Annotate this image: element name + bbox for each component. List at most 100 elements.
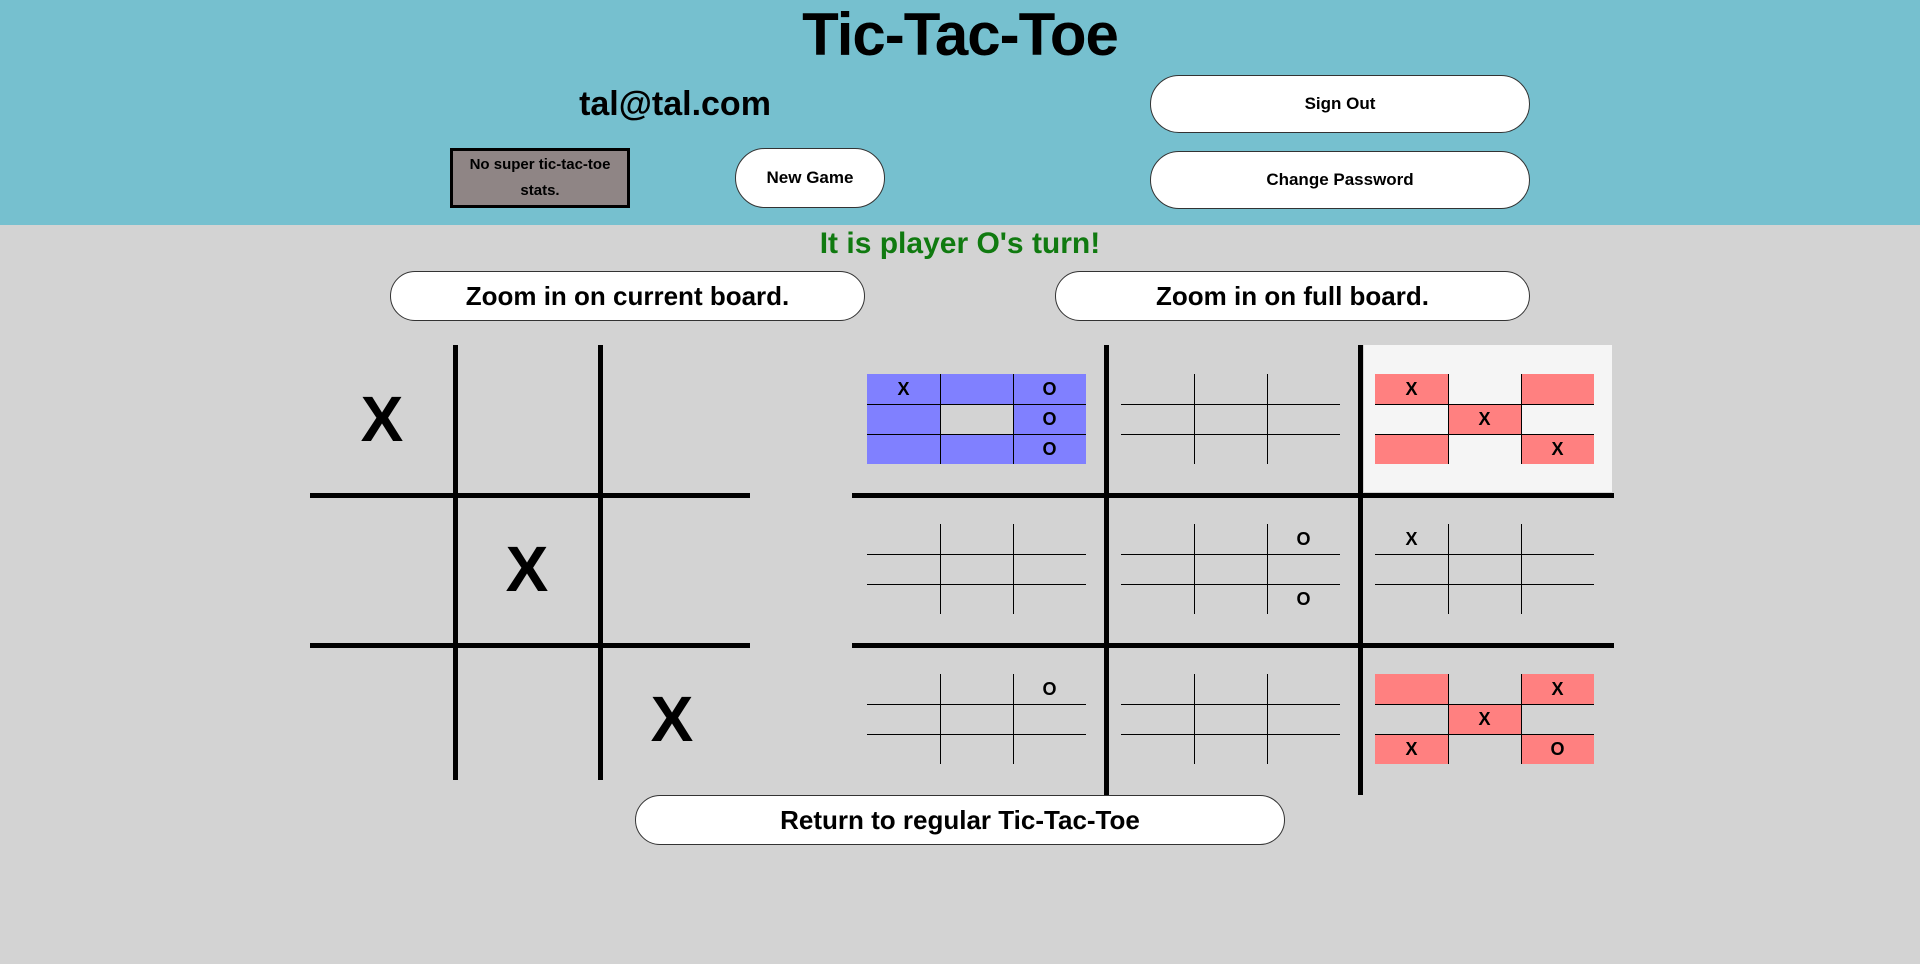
small-board-cell[interactable] [867,554,940,584]
sign-out-button[interactable]: Sign Out [1150,75,1530,133]
small-board-cell[interactable] [1194,734,1267,764]
small-board-cell[interactable] [1013,524,1086,554]
small-board-cell[interactable] [1375,584,1448,614]
small-board-cell[interactable]: O [1296,529,1311,549]
small-board-cell[interactable] [940,584,1013,614]
small-board-cell[interactable] [1375,434,1448,464]
small-board-cell[interactable] [867,524,940,554]
small-board-cell[interactable] [1013,704,1086,734]
small-board-cell[interactable]: O [1042,679,1057,699]
small-board-cell[interactable] [1121,584,1194,614]
current-board-cell[interactable]: X [505,533,549,605]
small-board-cell[interactable] [1375,674,1448,704]
small-board-cell[interactable] [940,734,1013,764]
small-board-cell[interactable] [1121,404,1194,434]
small-board-cell[interactable] [1448,434,1521,464]
small-board-cell[interactable] [1013,554,1086,584]
current-board-cell[interactable] [602,349,742,489]
small-board-cell[interactable]: X [1521,674,1594,704]
small-board-cell[interactable] [1267,674,1340,704]
small-board-cell[interactable] [1267,554,1340,584]
small-board-cell[interactable] [1267,404,1340,434]
small-board-cell[interactable]: X [1375,374,1448,404]
small-board[interactable]: O [867,674,1087,764]
small-board-cell[interactable] [1448,524,1521,554]
small-board-cell[interactable] [1194,674,1267,704]
small-board-cell[interactable] [1375,704,1448,734]
small-board-cell[interactable] [1448,674,1521,704]
small-board-cell[interactable] [1121,554,1194,584]
small-board-cell[interactable] [940,704,1013,734]
zoom-full-board-button[interactable]: Zoom in on full board. [1055,271,1530,321]
small-board-cell[interactable] [940,374,1013,404]
small-board-cell[interactable] [867,674,940,704]
current-board-cell[interactable] [457,649,597,789]
small-board-cell[interactable] [1267,374,1340,404]
small-board-cell[interactable] [1267,434,1340,464]
small-board[interactable]: X [1375,524,1595,614]
current-board-cell[interactable]: X [360,383,404,455]
current-board-cell[interactable] [312,499,452,639]
small-board-cell[interactable] [1194,404,1267,434]
small-board-cell[interactable] [1521,404,1594,434]
current-board-cell[interactable] [457,349,597,489]
small-board-cell[interactable] [1013,584,1086,614]
small-board-cell[interactable] [1521,554,1594,584]
current-board-cell[interactable]: X [650,683,694,755]
small-board-cell[interactable]: O [1296,589,1311,609]
small-board-cell[interactable] [1194,524,1267,554]
small-board-cell[interactable]: X [1448,704,1521,734]
small-board-cell[interactable] [1013,734,1086,764]
small-board-cell[interactable] [1121,704,1194,734]
change-password-button[interactable]: Change Password [1150,151,1530,209]
zoom-current-board-button[interactable]: Zoom in on current board. [390,271,865,321]
small-board-cell[interactable] [1121,434,1194,464]
small-board-cell[interactable] [940,554,1013,584]
small-board-cell[interactable] [1448,734,1521,764]
small-board-cell[interactable] [1194,584,1267,614]
small-board-cell[interactable] [867,584,940,614]
small-board-cell[interactable] [940,434,1013,464]
small-board-cell[interactable] [1448,554,1521,584]
current-board-cell[interactable] [312,649,452,789]
small-board-cell[interactable] [867,404,940,434]
small-board[interactable] [867,524,1087,614]
small-board-cell[interactable] [1121,674,1194,704]
small-board-cell[interactable] [867,734,940,764]
small-board-cell[interactable] [1375,554,1448,584]
small-board-cell[interactable] [1194,434,1267,464]
small-board-cell[interactable] [1267,734,1340,764]
small-board-cell[interactable] [1521,584,1594,614]
small-board-cell[interactable]: O [1013,434,1086,464]
small-board-cell[interactable]: X [867,374,940,404]
small-board-cell[interactable] [867,434,940,464]
small-board-cell[interactable] [940,404,1013,434]
current-board-cell[interactable] [602,499,742,639]
small-board-cell[interactable] [1194,704,1267,734]
small-board-cell[interactable] [1521,374,1594,404]
small-board-cell[interactable] [1267,704,1340,734]
small-board-cell[interactable]: X [1521,434,1594,464]
small-board[interactable] [1121,674,1341,764]
small-board-cell[interactable] [1375,404,1448,434]
small-board-cell[interactable] [1521,524,1594,554]
small-board-cell[interactable]: X [1405,529,1418,549]
small-board-cell[interactable] [1121,734,1194,764]
small-board-cell[interactable] [940,524,1013,554]
small-board-cell[interactable]: X [1448,404,1521,434]
return-regular-button[interactable]: Return to regular Tic-Tac-Toe [635,795,1285,845]
small-board-cell[interactable] [867,704,940,734]
small-board-cell[interactable] [1448,584,1521,614]
small-board-cell[interactable]: X [1375,734,1448,764]
small-board-cell[interactable] [1448,374,1521,404]
small-board-cell[interactable] [1194,554,1267,584]
small-board-cell[interactable] [1121,524,1194,554]
small-board-cell[interactable] [1521,704,1594,734]
small-board-cell[interactable]: O [1013,374,1086,404]
small-board-cell[interactable]: O [1521,734,1594,764]
small-board-cell[interactable] [1194,374,1267,404]
small-board-cell[interactable]: O [1013,404,1086,434]
